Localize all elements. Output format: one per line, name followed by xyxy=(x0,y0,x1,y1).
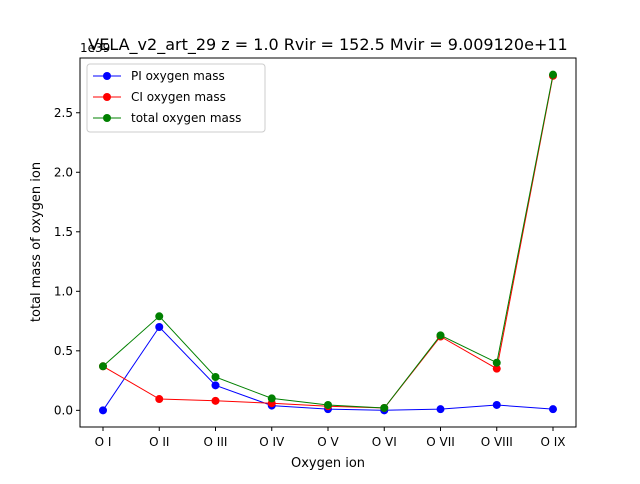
y-tick-label: 0.0 xyxy=(54,403,73,417)
data-point xyxy=(549,70,557,79)
data-point xyxy=(436,405,445,414)
x-tick-label: O VIII xyxy=(481,435,513,449)
x-tick-label: O II xyxy=(149,435,169,449)
y-tick-label: 1.0 xyxy=(54,284,73,298)
x-tick-label: O IX xyxy=(540,435,565,449)
y-axis-label: total mass of oxygen ion xyxy=(29,162,44,322)
y-tick-label: 1.5 xyxy=(54,225,73,239)
x-tick-label: O I xyxy=(95,435,112,449)
data-point xyxy=(492,358,501,367)
y-tick-label: 0.5 xyxy=(54,344,73,358)
x-axis-label: Oxygen ion xyxy=(291,456,365,471)
x-tick-label: O V xyxy=(317,435,339,449)
y-axis-offset-label: 1e39 xyxy=(80,41,110,55)
data-point xyxy=(99,406,107,415)
y-axis-ticks: 0.0 0.5 1.0 1.5 2.0 2.5 xyxy=(54,106,80,417)
chart-title: VELA_v2_art_29 z = 1.0 Rvir = 152.5 Mvir… xyxy=(88,35,567,55)
data-point xyxy=(155,323,164,332)
plot-area xyxy=(99,70,557,415)
legend-label: CI oxygen mass xyxy=(131,90,226,104)
x-tick-label: O VI xyxy=(372,435,397,449)
x-tick-label: O III xyxy=(204,435,228,449)
data-point xyxy=(211,396,220,405)
data-point xyxy=(549,405,557,414)
x-tick-label: O VII xyxy=(426,435,455,449)
y-tick-label: 2.5 xyxy=(54,106,73,120)
x-tick-label: O IV xyxy=(259,435,285,449)
legend: PI oxygen mass CI oxygen mass total oxygen… xyxy=(86,63,266,133)
data-point xyxy=(99,362,107,371)
data-point xyxy=(211,373,220,382)
data-point xyxy=(211,381,220,390)
legend-label: PI oxygen mass xyxy=(131,69,225,83)
legend-label: total oxygen mass xyxy=(131,111,241,125)
data-point xyxy=(324,400,332,409)
data-point xyxy=(436,331,445,340)
legend-box xyxy=(86,63,266,133)
data-point xyxy=(492,400,501,409)
data-point xyxy=(267,394,276,403)
y-tick-label: 2.0 xyxy=(54,165,73,179)
legend-marker xyxy=(103,72,111,80)
series-3 xyxy=(99,70,557,412)
data-point xyxy=(380,403,389,412)
data-point xyxy=(155,395,164,404)
legend-marker xyxy=(103,114,111,122)
data-point xyxy=(155,312,164,321)
x-axis-ticks: O I O II O III O IV O V O VI O VII O VIII O IX xyxy=(95,427,566,449)
data-point xyxy=(492,364,501,373)
legend-marker xyxy=(103,93,111,101)
